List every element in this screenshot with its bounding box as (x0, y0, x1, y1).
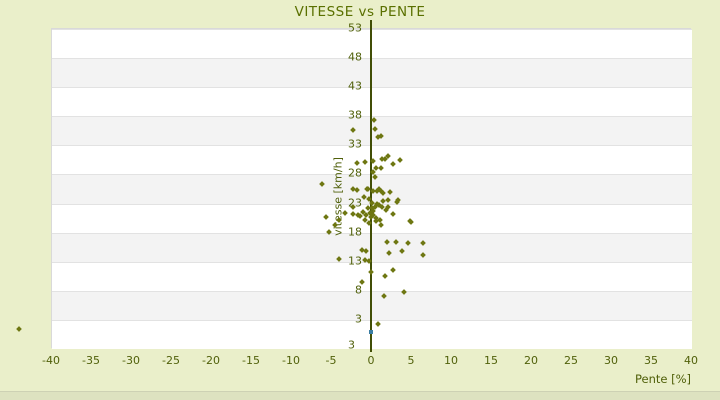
y-tick-label: 13 (348, 254, 362, 268)
x-tick-label: -30 (122, 354, 140, 367)
bottom-edge-strip (0, 391, 720, 400)
x-axis-label: Pente [%] (634, 372, 691, 386)
plot-band (52, 290, 692, 320)
plot-band (52, 29, 692, 59)
gridline (52, 290, 692, 292)
plot-band (52, 232, 692, 262)
y-axis-bottom-label: 3 (348, 338, 355, 352)
x-tick-label: 30 (604, 354, 618, 367)
y-tick-label: 43 (348, 79, 362, 93)
gridline (52, 116, 692, 118)
plot-band (52, 58, 692, 88)
x-tick-label: 25 (564, 354, 578, 367)
chart-title: VITESSE vs PENTE (294, 4, 426, 20)
x-tick-label: -40 (42, 354, 60, 367)
x-tick-label: -10 (282, 354, 300, 367)
plot-band (52, 87, 692, 117)
gridline (52, 319, 692, 321)
y-tick-label: 23 (348, 196, 362, 210)
gridline (52, 87, 692, 89)
gridline (52, 145, 692, 147)
x-tick-label: -25 (162, 354, 180, 367)
y-tick-label: 48 (348, 50, 362, 64)
x-tick-label: -35 (82, 354, 100, 367)
y-tick-label: 3 (355, 312, 362, 326)
zero-axis-line (370, 20, 372, 352)
y-tick-label: 18 (348, 225, 362, 239)
x-tick-label: 5 (407, 354, 415, 367)
outlier-point (16, 325, 22, 332)
y-tick-label: 38 (348, 108, 362, 122)
x-tick-label: -15 (242, 354, 260, 367)
x-tick-label: 40 (684, 354, 698, 367)
plot-band (52, 319, 692, 349)
plot-band (52, 261, 692, 291)
x-tick-label: 35 (644, 354, 658, 367)
gridline (52, 261, 692, 263)
x-tick-label: -5 (325, 354, 337, 367)
x-tick-label: 10 (444, 354, 458, 367)
gridline (52, 174, 692, 176)
gridline (52, 29, 692, 30)
x-tick-label: 20 (524, 354, 538, 367)
y-tick-label: 8 (355, 283, 362, 297)
x-tick-label: -20 (202, 354, 220, 367)
gridline (52, 232, 692, 234)
y-tick-label: 28 (348, 166, 362, 180)
x-tick-label: 15 (484, 354, 498, 367)
gridline (52, 58, 692, 60)
y-tick-label: 33 (348, 137, 362, 151)
highlight-point (369, 329, 373, 334)
y-tick-label: 53 (348, 21, 362, 35)
x-tick-label: 0 (367, 354, 375, 367)
